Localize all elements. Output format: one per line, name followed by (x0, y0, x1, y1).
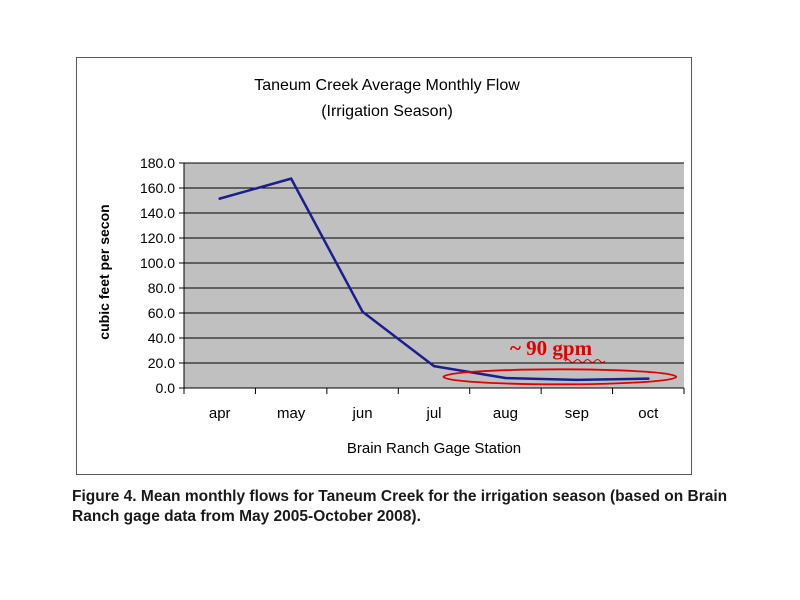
x-axis-label: Brain Ranch Gage Station (347, 440, 521, 457)
data-point (289, 177, 293, 180)
annotation-underline (564, 359, 606, 363)
chart-title: Taneum Creek Average Monthly Flow (254, 77, 520, 94)
chart-frame: Taneum Creek Average Monthly Flow (Irrig… (76, 57, 692, 475)
x-tick-label: jul (425, 405, 441, 422)
x-tick-label: jun (352, 405, 373, 422)
y-tick-label: 20.0 (148, 355, 175, 371)
chart: Taneum Creek Average Monthly Flow (Irrig… (96, 77, 685, 457)
x-tick-label: may (277, 405, 306, 422)
y-tick-label: 160.0 (140, 180, 175, 196)
y-tick-label: 0.0 (156, 380, 176, 396)
y-tick-label: 100.0 (140, 255, 175, 271)
data-point (432, 364, 436, 368)
y-tick-label: 60.0 (148, 305, 175, 321)
plot-area (184, 163, 684, 388)
data-point (647, 377, 650, 380)
chart-subtitle: (Irrigation Season) (321, 103, 453, 120)
y-tick-label: 180.0 (140, 155, 175, 171)
data-point (218, 197, 221, 200)
data-point (361, 310, 364, 313)
x-tick-label: aug (493, 405, 518, 422)
x-tick-label: oct (638, 405, 659, 422)
x-tick-label: sep (565, 405, 589, 422)
y-axis-label: cubic feet per secon (96, 204, 112, 339)
x-tick-label: apr (209, 405, 231, 422)
y-tick-label: 120.0 (140, 230, 175, 246)
figure-caption: Figure 4. Mean monthly flows for Taneum … (72, 488, 728, 525)
annotation-ellipse (442, 368, 678, 386)
data-point (504, 376, 507, 380)
y-tick-label: 80.0 (148, 280, 175, 296)
data-point (575, 378, 579, 382)
y-tick-label: 140.0 (140, 205, 175, 221)
annotation-text: ~ 90 gpm (510, 336, 593, 360)
y-tick-label: 40.0 (148, 330, 175, 346)
